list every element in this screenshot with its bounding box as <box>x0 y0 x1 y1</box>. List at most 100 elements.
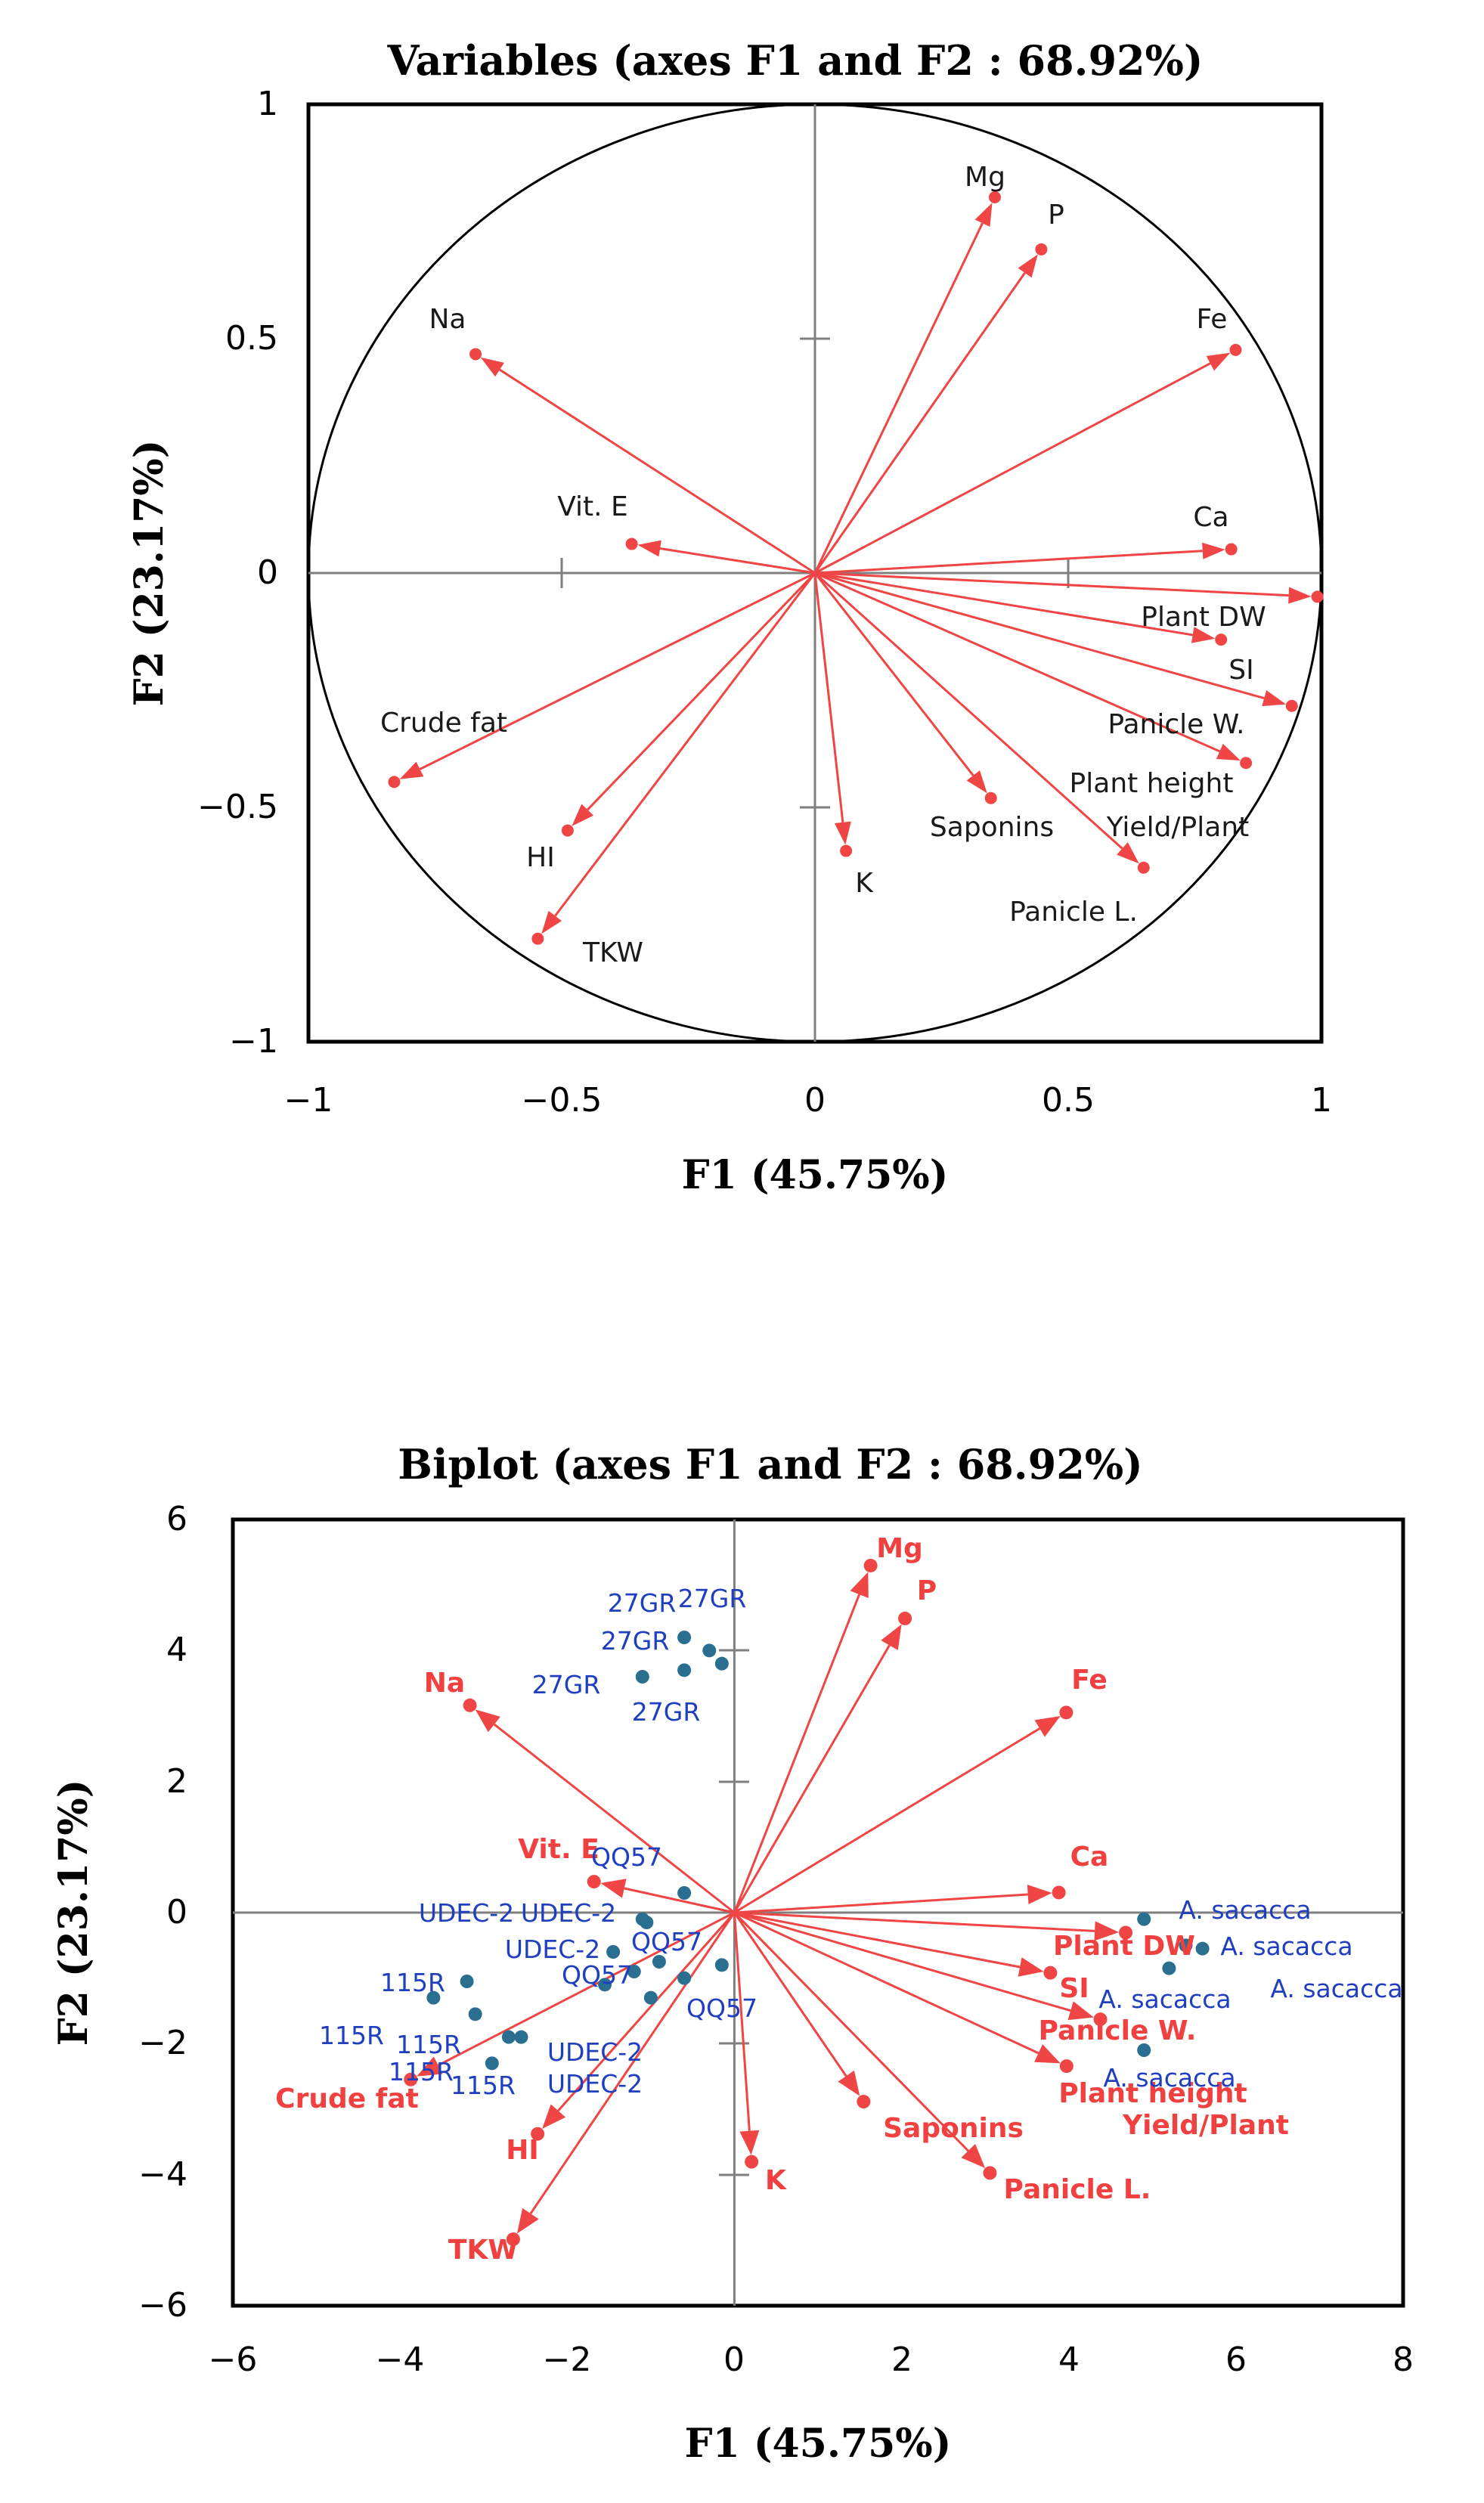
obs-label-qq57: QQ57 <box>686 1993 757 2023</box>
vector-head-saponins <box>966 770 987 794</box>
vector-tip-na <box>463 1698 477 1712</box>
chart1-xtick-label: 0.5 <box>1042 1081 1095 1120</box>
observation-point-115r <box>460 1975 474 1988</box>
vector-plant-height <box>733 1911 1039 2055</box>
obs-label-udec-2: UDEC-2 <box>505 1935 600 1964</box>
chart2-variable-labels: Mg P Fe Na Vit. E Ca Plant DW SI Panicle… <box>275 1533 1289 2266</box>
vector-head-crude-fat <box>399 761 424 779</box>
obs-label-udec-2: UDEC-2 <box>547 2037 643 2067</box>
chart1-y-axis-label: F2 (23.17%) <box>126 440 172 707</box>
obs-label-115r: 115R <box>380 1968 445 1997</box>
chart2-ytick-label: 0 <box>166 1893 187 1931</box>
vector-head-mg <box>850 1572 869 1598</box>
vector-plant-height <box>814 572 1220 753</box>
observation-point-27gr <box>714 1656 729 1671</box>
chart2-title: Biplot (axes F1 and F2 : 68.92%) <box>398 1440 1142 1488</box>
vector-tip-fe <box>1229 343 1242 356</box>
vector-tip-ca <box>1225 543 1238 556</box>
vector-k <box>733 1912 751 2131</box>
obs-label-27gr: 27GR <box>632 1697 701 1727</box>
chart1-variable-labels: Mg P Fe Na Vit. E Ca Plant DW SI Panicle… <box>380 162 1266 968</box>
observation-point-qq57 <box>677 1971 692 1985</box>
vector-tip-saponins <box>857 2095 871 2109</box>
observation-point-a-sacacca <box>1137 2043 1151 2057</box>
observation-point-a-sacacca <box>1195 1941 1210 1956</box>
observation-point-udec-2 <box>640 1916 654 1929</box>
vector-plant-dw <box>814 572 1289 597</box>
vector-saponins <box>733 1912 847 2077</box>
chart2-ytick-label: −4 <box>138 2155 187 2194</box>
var-label-k: K <box>765 2165 787 2196</box>
obs-label-a-sacacca: A. sacacca <box>1270 1974 1402 2003</box>
obs-label-udec-2: UDEC-2 <box>419 1898 514 1928</box>
vector-yield-plant <box>813 572 1123 850</box>
chart1-xtick-label: −1 <box>284 1081 333 1120</box>
vector-si <box>814 572 1193 637</box>
chart2-ytick-label: 6 <box>166 1500 187 1538</box>
vector-tip-fe <box>1059 1705 1073 1720</box>
observation-point-udec-2 <box>606 1945 621 1959</box>
vector-tkw <box>529 1912 736 2215</box>
var-label-plant-dw: Plant DW <box>1141 602 1266 633</box>
vector-head-si <box>1018 1957 1044 1977</box>
chart2-xtick-label: −4 <box>376 2340 425 2379</box>
obs-label-27gr: 27GR <box>678 1584 747 1613</box>
obs-label-a-sacacca: A. sacacca <box>1220 1931 1352 1961</box>
chart1-xtick-label: 0 <box>804 1081 826 1120</box>
chart1-xtick-label: −0.5 <box>522 1081 603 1120</box>
chart2-observation-labels: 27GR 27GR 27GR 27GR 27GR QQ57 QQ57 QQ57 … <box>319 1584 1403 2100</box>
vector-head-crude-fat <box>417 2056 443 2077</box>
chart1-xtick-label: 1 <box>1311 1081 1332 1120</box>
var-label-plant-height: Plant height <box>1058 2078 1247 2109</box>
obs-label-a-sacacca: A. sacacca <box>1179 1895 1311 1925</box>
vector-hi <box>587 572 816 811</box>
obs-label-115r: 115R <box>389 2057 454 2086</box>
var-label-yield-plant: Yield/Plant <box>1106 812 1250 843</box>
var-label-vit-e: Vit. E <box>518 1834 599 1865</box>
vector-head-fe <box>1034 1716 1061 1737</box>
chart2-ytick-label: −6 <box>138 2286 187 2325</box>
vector-head-fe <box>1206 352 1231 371</box>
var-label-na: Na <box>429 304 466 335</box>
observation-point-27gr <box>635 1670 649 1684</box>
observation-point-115r <box>426 1990 441 2005</box>
observation-point-qq57 <box>714 1958 729 1972</box>
vector-head-p <box>1018 254 1038 278</box>
chart1-ytick-label: 0 <box>257 553 278 592</box>
observation-point-115r <box>501 2030 516 2044</box>
chart2-ytick-label: 2 <box>166 1762 187 1801</box>
observation-point-qq57 <box>643 1990 658 2005</box>
var-label-si: SI <box>1228 655 1253 686</box>
vector-tip-plant-height <box>1059 2059 1073 2074</box>
vector-tip-crude-fat <box>404 2072 418 2086</box>
vector-tip-vit-e <box>625 537 638 550</box>
vector-na <box>499 368 816 575</box>
chart2-xtick-label: 4 <box>1058 2340 1080 2379</box>
chart2-ytick-label: −2 <box>138 2024 187 2062</box>
observation-point-a-sacacca <box>1162 1961 1176 1975</box>
vector-head-vit-e <box>637 540 661 557</box>
vector-tip-mg <box>863 1558 878 1572</box>
chart1-vectors <box>388 191 1324 945</box>
var-label-fe: Fe <box>1071 1665 1108 1696</box>
var-label-panicle-l: Panicle L. <box>1004 2174 1151 2205</box>
var-label-mg: Mg <box>876 1533 923 1564</box>
var-label-crude-fat: Crude fat <box>275 2083 419 2114</box>
vector-head-vit-e <box>600 1879 627 1898</box>
var-label-crude-fat: Crude fat <box>380 708 507 739</box>
chart2-vectors <box>404 1558 1133 2247</box>
chart2-xtick-label: 6 <box>1225 2340 1247 2379</box>
vector-head-ca <box>1027 1885 1052 1904</box>
vector-head-plant-height <box>1034 2044 1061 2064</box>
observation-point-udec-2 <box>627 1965 641 1978</box>
chart1-ytick-label: −1 <box>229 1022 278 1061</box>
vector-head-si <box>1191 627 1216 643</box>
chart1-title: Variables (axes F1 and F2 : 68.92%) <box>387 36 1204 85</box>
vector-k <box>813 572 844 822</box>
vector-head-hi <box>572 804 594 826</box>
vector-tip-tkw <box>531 932 544 945</box>
vector-p <box>813 272 1026 574</box>
chart2-ytick-label: 4 <box>166 1631 187 1669</box>
vector-na <box>493 1723 736 1914</box>
chart2-xtick-label: 8 <box>1393 2340 1414 2379</box>
